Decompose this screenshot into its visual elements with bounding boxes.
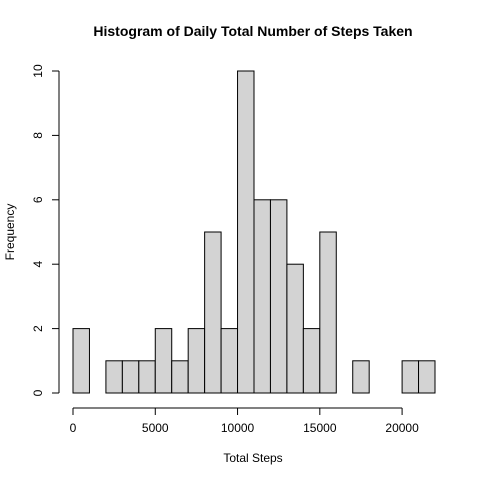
y-tick-label: 6 — [31, 196, 45, 203]
histogram-bar — [253, 199, 271, 394]
histogram-bar — [237, 70, 255, 394]
histogram-bar — [154, 328, 173, 394]
histogram-bar — [220, 328, 239, 394]
histogram-bar — [352, 360, 370, 394]
y-tick-label: 4 — [31, 261, 45, 268]
y-tick-label: 10 — [31, 64, 45, 78]
histogram-bar — [138, 360, 156, 394]
histogram-bar — [418, 360, 436, 394]
histogram-bar — [401, 360, 420, 394]
histogram-bar — [72, 328, 90, 394]
histogram-bar — [286, 263, 304, 394]
x-tick-label: 20000 — [385, 421, 419, 435]
x-tick-label: 10000 — [221, 421, 255, 435]
bars-group — [72, 70, 436, 394]
histogram-bar — [171, 360, 189, 394]
y-tick-label: 0 — [31, 389, 45, 396]
x-tick-label: 5000 — [142, 421, 169, 435]
x-tick-label: 0 — [70, 421, 77, 435]
y-tick-label: 8 — [31, 132, 45, 139]
histogram-bar — [121, 360, 140, 394]
histogram-bar — [302, 328, 321, 394]
histogram-bar — [269, 199, 288, 394]
x-axis: 0 5000 10000 15000 20000 — [70, 407, 419, 435]
histogram-bar — [105, 360, 123, 394]
y-axis-label: Frequency — [3, 204, 17, 261]
y-tick-label: 2 — [31, 325, 45, 332]
y-axis: 0 2 4 6 8 10 — [31, 64, 60, 396]
histogram-bar — [187, 328, 206, 394]
histogram-bar — [204, 231, 222, 394]
histogram-bar — [319, 231, 337, 394]
chart-title: Histogram of Daily Total Number of Steps… — [93, 23, 412, 39]
x-axis-label: Total Steps — [223, 451, 282, 465]
x-tick-label: 15000 — [303, 421, 337, 435]
